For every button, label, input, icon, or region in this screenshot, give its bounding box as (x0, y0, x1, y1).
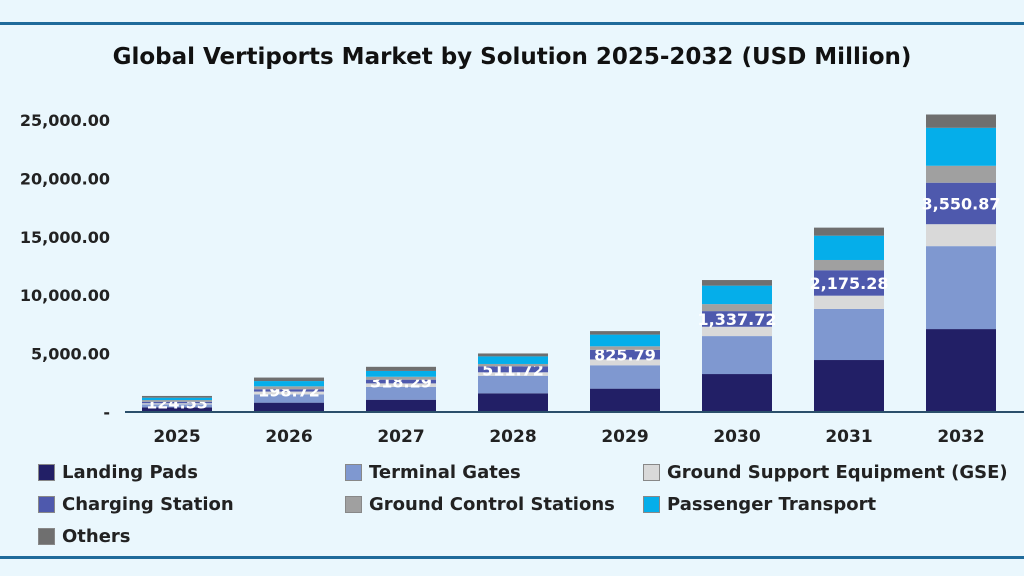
bar-segment-ground-support-equipment-gse- (478, 372, 548, 376)
legend-label: Ground Support Equipment (GSE) (667, 462, 1008, 483)
bar-segment-passenger-transport (926, 127, 996, 166)
bar-segment-ground-control-stations (366, 376, 436, 380)
legend-swatch (643, 464, 660, 481)
y-tick-label: 15,000.00 (20, 228, 110, 247)
legend-swatch (38, 528, 55, 545)
legend-label: Ground Control Stations (369, 494, 615, 515)
data-label: 825.79 (594, 346, 656, 365)
legend-swatch (345, 496, 362, 513)
bar-segment-others (590, 331, 660, 335)
y-tick-label: - (103, 403, 110, 422)
bar-segment-landing-pads (926, 329, 996, 412)
bar-segment-charging-station (254, 389, 324, 392)
legend-item: Terminal Gates (345, 462, 521, 483)
x-tick-label: 2032 (937, 427, 984, 447)
bar-segment-landing-pads (702, 374, 772, 412)
legend-item: Charging Station (38, 494, 234, 515)
bar-segment-terminal-gates (926, 246, 996, 330)
legend-item: Ground Support Equipment (GSE) (643, 462, 1008, 483)
bar-segment-ground-control-stations (702, 304, 772, 312)
legend-swatch (38, 464, 55, 481)
bar-segment-ground-support-equipment-gse- (142, 403, 212, 405)
bar-segment-ground-control-stations (142, 400, 212, 402)
bar-segment-others (926, 114, 996, 128)
bar-segment-ground-support-equipment-gse- (702, 326, 772, 337)
bar-segment-ground-support-equipment-gse- (926, 224, 996, 247)
legend-label: Others (62, 526, 131, 547)
bar-segment-ground-control-stations (478, 363, 548, 367)
legend-item: Others (38, 526, 131, 547)
bar-segment-ground-support-equipment-gse- (366, 383, 436, 387)
bar-segment-terminal-gates (142, 404, 212, 408)
bar-segment-ground-control-stations (814, 259, 884, 271)
bar-segment-ground-control-stations (590, 346, 660, 350)
bar-segment-passenger-transport (814, 235, 884, 260)
x-tick-label: 2030 (713, 427, 760, 447)
legend-label: Terminal Gates (369, 462, 521, 483)
bar-segment-terminal-gates (478, 375, 548, 394)
data-label: 2,175.28 (810, 274, 889, 293)
bar-segment-terminal-gates (254, 394, 324, 403)
legend-swatch (345, 464, 362, 481)
bar-segment-charging-station (814, 270, 884, 296)
bar-segment-landing-pads (478, 393, 548, 412)
y-tick-label: 5,000.00 (31, 345, 110, 364)
bar-segment-others (254, 377, 324, 382)
y-tick-label: 25,000.00 (20, 111, 110, 130)
legend-item: Landing Pads (38, 462, 198, 483)
data-label: 3,550.87 (922, 194, 1001, 213)
bar-segment-landing-pads (142, 407, 212, 412)
x-tick-label: 2028 (489, 427, 536, 447)
bar-segment-terminal-gates (814, 308, 884, 361)
bar-segment-charging-station (478, 366, 548, 373)
bar-segment-charging-station (926, 182, 996, 225)
legend-label: Passenger Transport (667, 494, 877, 515)
legend-swatch (38, 496, 55, 513)
bar-segment-charging-station (702, 311, 772, 327)
bar-segment-passenger-transport (478, 356, 548, 364)
bar-segment-landing-pads (814, 360, 884, 412)
x-tick-label: 2027 (377, 427, 424, 447)
bar-segment-passenger-transport (590, 334, 660, 347)
data-label: 1,337.72 (698, 310, 777, 329)
bar-segment-landing-pads (590, 388, 660, 412)
bar-segment-charging-station (142, 401, 212, 404)
bar-segment-passenger-transport (702, 285, 772, 305)
bar-segment-others (142, 395, 212, 398)
bottom-rule (0, 556, 1024, 559)
bar-segment-charging-station (366, 379, 436, 384)
legend-item: Passenger Transport (643, 494, 876, 515)
bar-segment-terminal-gates (702, 336, 772, 375)
bar-segment-terminal-gates (366, 386, 436, 400)
legend-label: Charging Station (62, 494, 234, 515)
bar-segment-passenger-transport (142, 397, 212, 401)
bar-segment-passenger-transport (254, 381, 324, 387)
bar-segment-others (702, 280, 772, 286)
legend-swatch (643, 496, 660, 513)
chart-title: Global Vertiports Market by Solution 202… (112, 44, 912, 70)
bar-segment-ground-support-equipment-gse- (590, 359, 660, 366)
x-tick-label: 2031 (825, 427, 872, 447)
legend-label: Landing Pads (62, 462, 198, 483)
chart-plot: - 5,000.00 10,000.00 15,000.00 20,000.00 25,0… (20, 111, 1024, 447)
top-rule (0, 22, 1024, 25)
bar-segment-landing-pads (254, 402, 324, 412)
bar-segment-passenger-transport (366, 370, 436, 377)
bar-segment-others (478, 353, 548, 357)
bar-segment-landing-pads (366, 399, 436, 412)
bar-segment-ground-control-stations (254, 386, 324, 390)
x-tick-label: 2029 (601, 427, 648, 447)
bar-segment-ground-support-equipment-gse- (814, 295, 884, 309)
y-tick-label: 10,000.00 (20, 286, 110, 305)
bar-segment-terminal-gates (590, 365, 660, 389)
bar-segment-charging-station (590, 349, 660, 360)
legend-item: Ground Control Stations (345, 494, 615, 515)
bar-segment-others (814, 227, 884, 236)
bar-segment-ground-control-stations (926, 165, 996, 183)
y-tick-label: 20,000.00 (20, 169, 110, 188)
x-tick-label: 2025 (153, 427, 200, 447)
bar-segment-ground-support-equipment-gse- (254, 391, 324, 395)
bar-segment-others (366, 366, 436, 371)
x-tick-label: 2026 (265, 427, 312, 447)
